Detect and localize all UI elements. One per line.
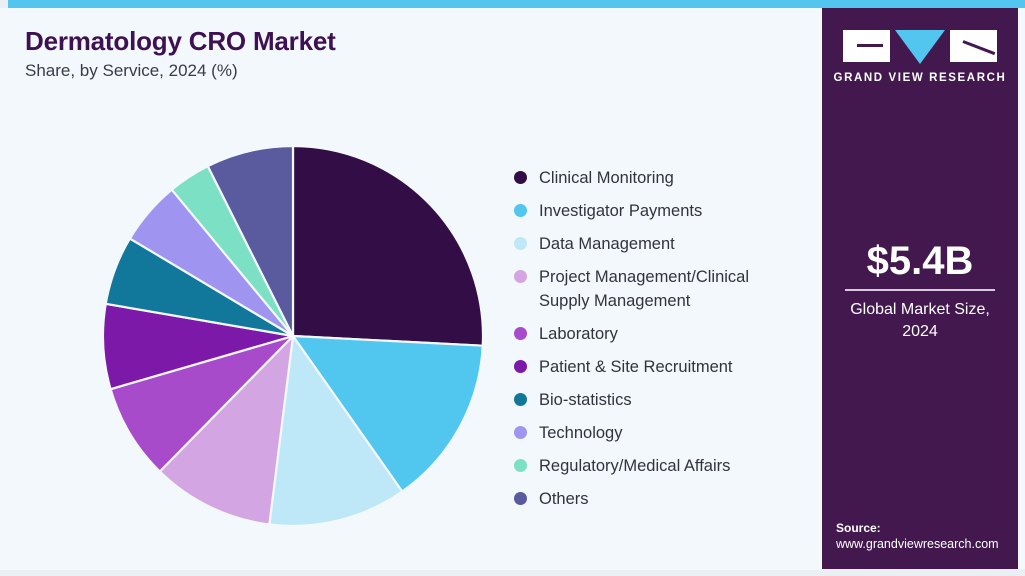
- logo-r-mark-icon: [950, 30, 997, 62]
- legend-item[interactable]: Project Management/Clinical Supply Manag…: [514, 265, 814, 313]
- top-accent-bar: [0, 0, 1025, 8]
- legend-item[interactable]: Others: [514, 487, 814, 511]
- chart-legend: Clinical Monitoring Investigator Payments…: [514, 166, 814, 520]
- legend-swatch-icon: [514, 237, 527, 250]
- legend-item-label: Clinical Monitoring: [539, 169, 674, 187]
- legend-swatch-icon: [514, 360, 527, 373]
- legend-item[interactable]: Data Management: [514, 232, 814, 256]
- bottom-edge: [0, 569, 1025, 576]
- legend-swatch-icon: [514, 171, 527, 184]
- stat-divider: [845, 289, 995, 291]
- logo: GRAND VIEW RESEARCH: [822, 30, 1018, 84]
- market-size-value: $5.4B: [866, 239, 974, 283]
- legend-item-label: Project Management/Clinical Supply Manag…: [539, 268, 750, 310]
- source-label: Source:: [836, 521, 881, 535]
- legend-swatch-icon: [514, 492, 527, 505]
- market-size-caption: Global Market Size, 2024: [850, 301, 990, 340]
- legend-item[interactable]: Technology: [514, 421, 814, 445]
- logo-g-mark-icon: [843, 30, 890, 62]
- logo-v-triangle-icon: [895, 30, 945, 64]
- pie-slice[interactable]: [158, 334, 295, 526]
- legend-swatch-icon: [514, 204, 527, 217]
- legend-item[interactable]: Clinical Monitoring: [514, 166, 814, 190]
- legend-swatch-icon: [514, 270, 527, 283]
- legend-item-label: Laboratory: [539, 325, 618, 343]
- legend-item-label: Bio-statistics: [539, 391, 632, 409]
- legend-item-label: Patient & Site Recruitment: [539, 358, 733, 376]
- brand-panel: GRAND VIEW RESEARCH $5.4B Global Market …: [822, 8, 1018, 569]
- legend-item[interactable]: Regulatory/Medical Affairs: [514, 454, 814, 478]
- legend-item-label: Regulatory/Medical Affairs: [539, 457, 731, 475]
- legend-item-label: Technology: [539, 424, 623, 442]
- legend-item-label: Investigator Payments: [539, 202, 703, 220]
- legend-item[interactable]: Laboratory: [514, 322, 814, 346]
- pie-slice[interactable]: [268, 334, 404, 528]
- legend-item[interactable]: Investigator Payments: [514, 199, 814, 223]
- pie-chart-svg: [101, 144, 485, 528]
- legend-item-label: Others: [539, 490, 589, 508]
- legend-swatch-icon: [514, 393, 527, 406]
- source-block: Source: www.grandviewresearch.com: [836, 520, 1008, 553]
- legend-item-label: Data Management: [539, 235, 675, 253]
- logo-marks: [822, 30, 1018, 64]
- logo-text: GRAND VIEW RESEARCH: [833, 72, 1007, 84]
- legend-swatch-icon: [514, 459, 527, 472]
- page-title: Dermatology CRO Market: [25, 26, 336, 56]
- pie-slice[interactable]: [206, 144, 295, 338]
- legend-swatch-icon: [514, 327, 527, 340]
- market-size-stat: $5.4B Global Market Size, 2024: [822, 240, 1018, 343]
- page-subtitle: Share, by Service, 2024 (%): [25, 61, 238, 80]
- legend-swatch-icon: [514, 426, 527, 439]
- chart-panel: Dermatology CRO Market Share, by Service…: [0, 8, 820, 570]
- pie-slice[interactable]: [291, 144, 485, 347]
- pie-slice[interactable]: [109, 334, 295, 473]
- pie-slice[interactable]: [291, 334, 484, 493]
- source-url: www.grandviewresearch.com: [836, 537, 999, 551]
- legend-item[interactable]: Bio-statistics: [514, 388, 814, 412]
- legend-item[interactable]: Patient & Site Recruitment: [514, 355, 814, 379]
- pie-chart: [95, 130, 495, 530]
